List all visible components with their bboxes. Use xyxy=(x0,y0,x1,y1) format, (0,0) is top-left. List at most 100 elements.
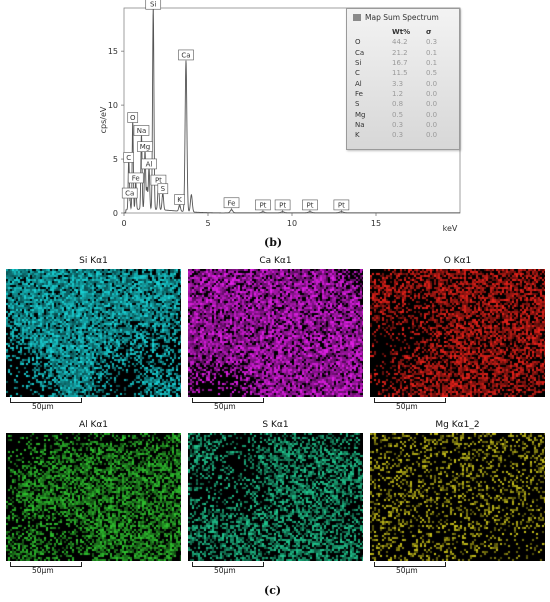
legend-element: Ca xyxy=(355,48,365,57)
y-tick-label: 5 xyxy=(113,155,118,164)
peak-label-text: O xyxy=(130,114,136,122)
peak-label-text: Fe xyxy=(132,174,140,182)
legend-element: C xyxy=(355,69,360,78)
x-tick-label: 0 xyxy=(121,219,126,228)
scale-bar-label: 50μm xyxy=(32,566,54,575)
element-map-title: Si Kα1 xyxy=(79,256,108,266)
legend-sigma: 0.0 xyxy=(426,79,438,88)
legend-element: K xyxy=(355,131,360,140)
legend-sigma: 0.0 xyxy=(426,100,438,109)
peak-label: S xyxy=(157,183,169,197)
scale-bar xyxy=(10,398,82,403)
peak-label: Pt xyxy=(333,199,350,213)
scale-bar-label: 50μm xyxy=(214,402,236,411)
peak-label: Mg xyxy=(137,141,153,155)
scale-bar-label: 50μm xyxy=(32,402,54,411)
element-map-title: Mg Kα1_2 xyxy=(435,420,480,430)
legend-row: O 44.2 0.3 xyxy=(355,37,437,47)
peak-label: Pt xyxy=(274,199,291,213)
legend-swatch xyxy=(353,14,361,21)
legend-sigma: 0.0 xyxy=(426,120,438,129)
element-map-title: Al Kα1 xyxy=(78,420,109,430)
legend-col-sigma: σ xyxy=(426,28,432,37)
legend-element: Si xyxy=(355,59,362,68)
peak-label-text: Pt xyxy=(306,201,313,209)
legend-sigma: 0.3 xyxy=(426,38,438,47)
scale-bar-label: 50μm xyxy=(396,402,418,411)
peak-label-text: Ca xyxy=(181,51,190,59)
legend-sigma: 0.5 xyxy=(426,69,438,78)
legend-wt: 21.2 xyxy=(392,48,408,57)
legend-sigma: 0.0 xyxy=(426,89,438,98)
peak-label-text: Al xyxy=(146,160,153,168)
peak-label-text: Pt xyxy=(279,201,286,209)
legend-row: Si 16.7 0.1 xyxy=(355,58,437,68)
peak-label-text: S xyxy=(161,185,166,193)
peak-label-text: Pt xyxy=(338,201,345,209)
y-tick-label: 0 xyxy=(113,209,118,218)
peak-label: K xyxy=(174,194,185,208)
peak-label-text: C xyxy=(126,154,131,162)
peak-label-text: Ca xyxy=(125,190,134,198)
y-axis-label: cps/eV xyxy=(99,106,108,133)
legend-element: Mg xyxy=(355,110,366,119)
legend-element: Fe xyxy=(355,89,363,98)
element-map-title: O Kα1 xyxy=(443,256,472,266)
peak-label: Ca xyxy=(178,49,194,63)
legend-row: K 0.3 0.0 xyxy=(355,130,437,140)
scale-bar-label: 50μm xyxy=(214,566,236,575)
peak-label-text: Fe xyxy=(228,199,236,207)
scale-bar xyxy=(10,562,82,567)
legend-row: Ca 21.2 0.1 xyxy=(355,48,437,58)
peak-label: Na xyxy=(133,125,150,139)
legend-row: Al 3.3 0.0 xyxy=(355,78,437,88)
legend-element: Na xyxy=(355,120,365,129)
legend-header-row: Wt% σ xyxy=(355,27,437,37)
x-tick-label: 5 xyxy=(205,219,210,228)
legend-wt: 0.3 xyxy=(392,120,404,129)
legend-wt: 1.2 xyxy=(392,89,404,98)
legend-element: S xyxy=(355,100,360,109)
legend-title: Map Sum Spectrum xyxy=(353,13,439,22)
legend-sigma: 0.1 xyxy=(426,59,438,68)
x-ticks: 0 5 10 15 xyxy=(121,213,381,228)
peak-label: Pt xyxy=(255,199,271,213)
legend-row: C 11.5 0.5 xyxy=(355,68,437,78)
x-tick-label: 10 xyxy=(287,219,297,228)
scale-bar xyxy=(192,562,264,567)
legend-sigma: 0.1 xyxy=(426,48,438,57)
legend-wt: 0.5 xyxy=(392,110,404,119)
peak-label: Pt xyxy=(302,199,318,213)
element-map-image xyxy=(370,269,545,397)
scale-bar-label: 50μm xyxy=(396,566,418,575)
peak-label: Fe xyxy=(223,197,240,211)
element-map-image xyxy=(188,433,363,561)
element-map-title: S Kα1 xyxy=(262,420,289,430)
legend-wt: 11.5 xyxy=(392,69,408,78)
legend-row: Mg 0.5 0.0 xyxy=(355,109,437,119)
legend-title-text: Map Sum Spectrum xyxy=(365,13,439,22)
legend-table: Wt% σ O 44.2 0.3 Ca 21.2 0.1 Si 16.7 0.1 C 11.5 0.5… xyxy=(355,27,437,140)
peak-label-text: Si xyxy=(150,1,156,9)
element-map-image xyxy=(6,433,181,561)
peak-label: C xyxy=(123,152,135,166)
spectrum-line xyxy=(124,8,460,214)
y-tick-label: 15 xyxy=(108,47,118,56)
legend-row: S 0.8 0.0 xyxy=(355,99,437,109)
legend-col-wt: Wt% xyxy=(392,28,411,37)
x-tick-label: 15 xyxy=(371,219,381,228)
caption-c: (c) xyxy=(264,584,282,597)
legend-wt: 3.3 xyxy=(392,79,404,88)
element-map-title: Ca Kα1 xyxy=(259,256,292,266)
peak-label: Ca xyxy=(121,187,138,202)
scale-bar xyxy=(374,562,446,567)
legend: Map Sum Spectrum Wt% σ O 44.2 0.3 Ca 21.2 0.1… xyxy=(346,8,460,150)
legend-wt: 0.8 xyxy=(392,100,404,109)
legend-wt: 16.7 xyxy=(392,59,408,68)
legend-wt: 44.2 xyxy=(392,38,408,47)
legend-wt: 0.3 xyxy=(392,131,404,140)
peak-label-text: Pt xyxy=(259,201,266,209)
peak-label: Al xyxy=(141,158,157,172)
peak-label: Fe xyxy=(127,172,144,186)
